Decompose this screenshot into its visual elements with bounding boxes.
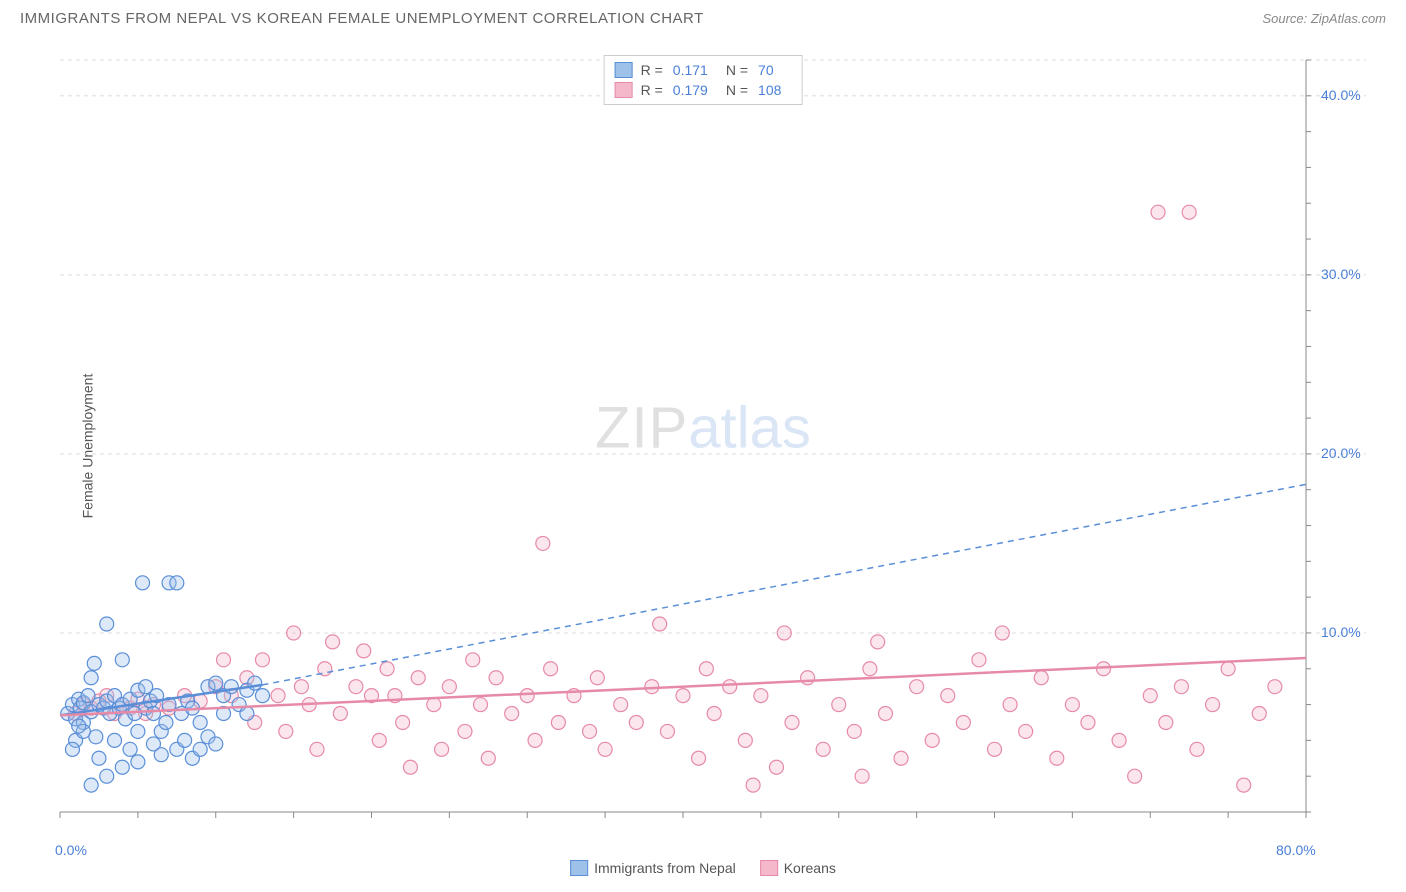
r-value-korean: 0.179 xyxy=(673,82,708,98)
legend-item-korean: Koreans xyxy=(760,860,836,876)
legend-statistics: R = 0.171 N = 70 R = 0.179 N = 108 xyxy=(604,55,803,105)
y-tick-label: 10.0% xyxy=(1321,624,1361,640)
header: IMMIGRANTS FROM NEPAL VS KOREAN FEMALE U… xyxy=(0,0,1406,32)
legend-stat-row-nepal: R = 0.171 N = 70 xyxy=(615,60,792,80)
y-tick-label: 40.0% xyxy=(1321,87,1361,103)
legend-series: Immigrants from Nepal Koreans xyxy=(570,860,836,876)
x-tick-label: 80.0% xyxy=(1276,842,1316,858)
legend-swatch-korean xyxy=(615,82,633,98)
y-tick-label: 20.0% xyxy=(1321,445,1361,461)
x-tick-label: 0.0% xyxy=(55,842,87,858)
chart-container xyxy=(50,50,1376,832)
n-label: N = xyxy=(726,82,748,98)
n-value-korean: 108 xyxy=(758,82,781,98)
y-tick-label: 30.0% xyxy=(1321,266,1361,282)
page-title: IMMIGRANTS FROM NEPAL VS KOREAN FEMALE U… xyxy=(20,10,704,27)
r-value-nepal: 0.171 xyxy=(673,62,708,78)
n-value-nepal: 70 xyxy=(758,62,774,78)
legend-swatch-nepal xyxy=(615,62,633,78)
legend-stat-row-korean: R = 0.179 N = 108 xyxy=(615,80,792,100)
legend-swatch-nepal xyxy=(570,860,588,876)
r-label: R = xyxy=(641,82,663,98)
legend-item-nepal: Immigrants from Nepal xyxy=(570,860,736,876)
legend-label-korean: Koreans xyxy=(784,860,836,876)
source-attribution: Source: ZipAtlas.com xyxy=(1262,11,1386,26)
n-label: N = xyxy=(726,62,748,78)
legend-label-nepal: Immigrants from Nepal xyxy=(594,860,736,876)
r-label: R = xyxy=(641,62,663,78)
legend-swatch-korean xyxy=(760,860,778,876)
scatter-chart xyxy=(50,50,1376,832)
